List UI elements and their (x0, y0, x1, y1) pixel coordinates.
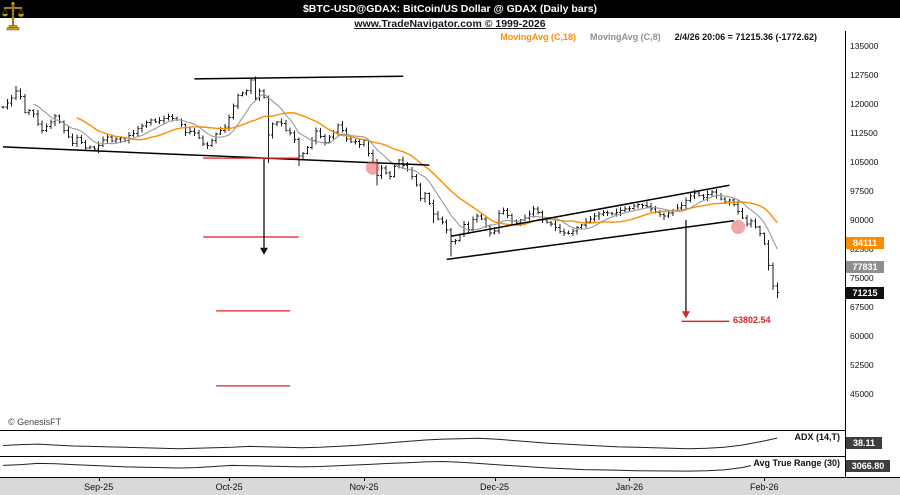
indicator-header: MovingAvg (C,18) MovingAvg (C,8) 2/4/26 … (500, 32, 817, 42)
atr-panel: Avg True Range (30) (0, 456, 845, 477)
adx-canvas[interactable] (0, 431, 845, 455)
atr-canvas[interactable] (0, 457, 845, 476)
x-axis-label: Dec-25 (480, 482, 510, 492)
genesisft-watermark: © GenesisFT (8, 417, 62, 427)
x-axis-tick (494, 478, 496, 481)
y-axis-tick: 112500 (850, 128, 878, 138)
ma8-label[interactable]: MovingAvg (C,8) (589, 32, 661, 42)
y-axis-tick: 105000 (850, 157, 879, 167)
price-axis[interactable]: 135000 127500 120000 112500 105000 97500 90000… (845, 31, 900, 477)
y-axis-tick: 67500 (850, 302, 874, 312)
ma18-label[interactable]: MovingAvg (C,18) (500, 32, 576, 42)
x-axis-label: Feb-26 (749, 482, 779, 492)
signal-marker (731, 220, 746, 234)
title-bar: $BTC-USD@GDAX: BitCoin/US Dollar @ GDAX … (0, 0, 900, 18)
trendline[interactable] (450, 184, 730, 237)
x-axis-label: Nov-25 (349, 482, 379, 492)
adx-value-badge: 38.11 (846, 437, 882, 449)
x-axis-label: Sep-25 (84, 482, 114, 492)
y-axis-tick: 97500 (850, 186, 874, 196)
x-axis-tick (98, 478, 100, 481)
x-axis-label: Oct-25 (215, 482, 243, 492)
y-axis-tick: 75000 (850, 273, 874, 283)
ma18-value-badge: 84111 (846, 237, 884, 249)
trendline[interactable] (2, 146, 430, 166)
main-chart: MovingAvg (C,18) MovingAvg (C,8) 2/4/26 … (0, 31, 845, 430)
time-axis[interactable]: Sep-25 Oct-25 Nov-25 Dec-25 Jan-26 Feb-26 (0, 477, 900, 495)
adx-label[interactable]: ADX (14,T) (792, 432, 842, 442)
y-axis-tick: 127500 (850, 70, 879, 80)
x-axis-tick (629, 478, 631, 481)
atr-line (2, 460, 778, 472)
site-bar: www.TradeNavigator.com © 1999-2026 (0, 18, 900, 31)
quote-readout: 2/4/26 20:06 = 71215.36 (-1772.62) (674, 32, 817, 42)
price-chart-canvas[interactable] (0, 31, 845, 430)
y-axis-tick: 135000 (850, 41, 879, 51)
ma8-line (33, 93, 778, 250)
y-axis-tick: 90000 (850, 215, 874, 225)
target-price-label: 63802.54 (733, 315, 771, 325)
signal-marker (365, 160, 380, 175)
y-axis-tick: 60000 (850, 331, 874, 341)
y-axis-tick: 52500 (850, 360, 874, 370)
adx-line (2, 437, 778, 450)
trendline[interactable] (194, 75, 404, 80)
adx-panel: ADX (14,T) (0, 430, 845, 456)
price-bars (1, 76, 779, 298)
ma8-value-badge: 77831 (846, 261, 884, 273)
scales-of-justice-icon (1, 1, 25, 31)
y-axis-tick: 45000 (850, 389, 874, 399)
x-axis-tick (764, 478, 766, 481)
x-axis-tick (364, 478, 366, 481)
atr-value-badge: 3066.80 (846, 460, 890, 472)
genesis-scales-logo (1, 1, 25, 31)
last-price-badge: 71215 (846, 287, 884, 299)
arrowhead-icon (681, 311, 690, 319)
atr-label[interactable]: Avg True Range (30) (751, 458, 842, 468)
arrowhead-icon (260, 247, 268, 255)
x-axis-label: Jan-26 (615, 482, 644, 492)
y-axis-tick: 120000 (850, 99, 879, 109)
window-title: $BTC-USD@GDAX: BitCoin/US Dollar @ GDAX … (302, 3, 598, 15)
ma18-line (76, 111, 778, 226)
tradenavigator-watermark: www.TradeNavigator.com © 1999-2026 (354, 18, 546, 30)
x-axis-tick (229, 478, 231, 481)
y-axis-tick: 82500 (850, 244, 874, 254)
